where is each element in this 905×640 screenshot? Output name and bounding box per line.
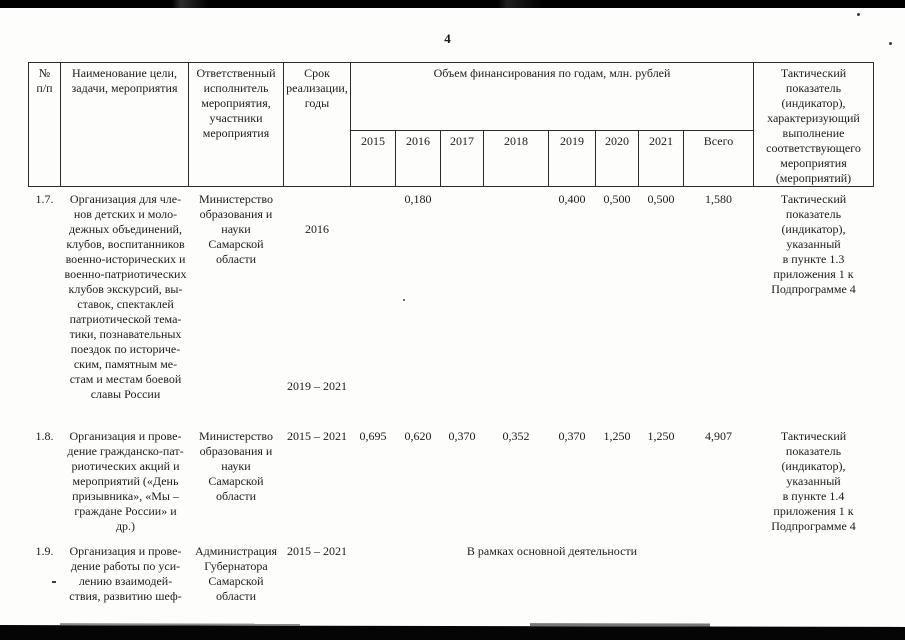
table-row: 1.7. Организация для чле- нов детских и … [29,187,874,425]
row-indicator [754,539,874,631]
row-name: Организация и прове- дение работы по уси… [69,544,182,603]
row-value-2015 [351,187,396,425]
row-name: Организация для чле- нов детских и моло-… [64,192,187,401]
scan-speck [52,581,56,583]
page-number: 4 [444,31,451,46]
row-term: 2015 – 2021 [287,544,347,558]
row-term: 2016 2019 – 2021 [284,187,351,425]
header-num: № п/п [28,62,61,187]
table-row: 1.9. Организация и прове- дение работы п… [29,539,874,631]
row-value-2019: 0,400 [558,192,586,206]
header-year-2015: 2015 [350,129,396,188]
row-term: 2015 – 2021 [287,429,347,443]
table-header-row: № п/п Наименование цели, задачи, меропри… [28,62,874,187]
row-num: 1.7. [35,192,54,206]
scan-speck [889,42,892,45]
financing-table: № п/п Наименование цели, задачи, меропри… [28,62,874,631]
row-executor: Администрация Губернатора Самарской обла… [194,544,278,603]
header-year-2020: 2020 [595,129,639,188]
row-term-second: 2019 – 2021 [287,379,347,393]
row-indicator: Тактический показатель (индикатор), указ… [771,192,856,296]
row-value-2020: 1,250 [603,429,631,443]
header-year-2021: 2021 [638,129,684,188]
header-term: Срок реализации, годы [283,62,351,187]
row-value-2015: 0,695 [359,429,387,443]
row-value-total: 1,580 [705,192,732,206]
row-financing-note: В рамках основной деятельности [466,544,638,558]
header-indicator: Тактический показатель (индикатор), хара… [753,62,874,187]
row-value-2019: 0,370 [558,429,586,443]
row-num: 1.8. [35,429,54,443]
row-value-total: 4,907 [705,429,732,443]
row-value-2018: 0,352 [502,429,530,443]
header-year-2019: 2019 [548,129,596,188]
row-value-2017: 0,370 [448,429,476,443]
header-year-total: Всего [683,129,754,188]
row-value-2020: 0,500 [603,192,631,206]
row-value-2018 [484,187,549,425]
row-value-2016: 0,180 [404,192,432,206]
header-financing: Объем финансирования по годам, млн. рубл… [350,62,754,131]
header-executor: Ответственный исполнитель мероприятия, у… [188,62,284,187]
row-term-first: 2016 [305,222,329,236]
row-value-2016: 0,620 [404,429,432,443]
scan-speck [857,13,860,16]
table-year-header-row: 2015 2016 2017 2018 2019 2020 2021 Всего [29,129,874,188]
row-indicator: Тактический показатель (индикатор), указ… [771,429,856,533]
row-name: Организация и прове- дение гражданско-па… [67,429,184,533]
row-executor: Министерство образования и науки Самарск… [199,429,273,503]
scan-edge-top [0,0,905,8]
header-year-2016: 2016 [395,129,441,188]
table-row: 1.8. Организация и прове- дение гражданс… [29,424,874,539]
header-year-2017: 2017 [440,129,484,188]
row-value-2021: 0,500 [647,192,675,206]
row-executor: Министерство образования и науки Самарск… [199,192,273,266]
row-value-2021: 1,250 [647,429,675,443]
header-name: Наименование цели, задачи, мероприятия [60,62,189,187]
row-num: 1.9. [35,544,54,558]
header-year-2018: 2018 [483,129,549,188]
row-value-2017 [441,187,484,425]
scan-speck [403,299,405,301]
scan-edge-bottom [0,623,905,640]
